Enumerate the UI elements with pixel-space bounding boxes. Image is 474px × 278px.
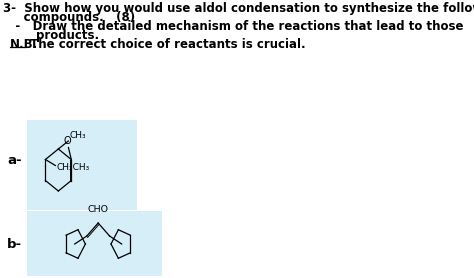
Text: N.B.: N.B. xyxy=(10,38,38,51)
Text: CH₂CH₃: CH₂CH₃ xyxy=(56,163,89,173)
Text: CHO: CHO xyxy=(88,205,109,214)
Text: -   Draw the detailed mechanism of the reactions that lead to those: - Draw the detailed mechanism of the rea… xyxy=(3,20,464,33)
Text: products.: products. xyxy=(3,29,99,42)
Text: 3-  Show how you would use aldol condensation to synthesize the following: 3- Show how you would use aldol condensa… xyxy=(3,2,474,15)
Text: The correct choice of reactants is crucial.: The correct choice of reactants is cruci… xyxy=(26,38,305,51)
Text: compounds.   (8): compounds. (8) xyxy=(3,11,135,24)
Text: a-: a- xyxy=(7,153,22,167)
FancyBboxPatch shape xyxy=(27,211,162,276)
FancyBboxPatch shape xyxy=(27,120,137,210)
Text: CH₃: CH₃ xyxy=(69,131,86,140)
Text: b-: b- xyxy=(7,237,22,250)
Text: O: O xyxy=(64,135,72,145)
